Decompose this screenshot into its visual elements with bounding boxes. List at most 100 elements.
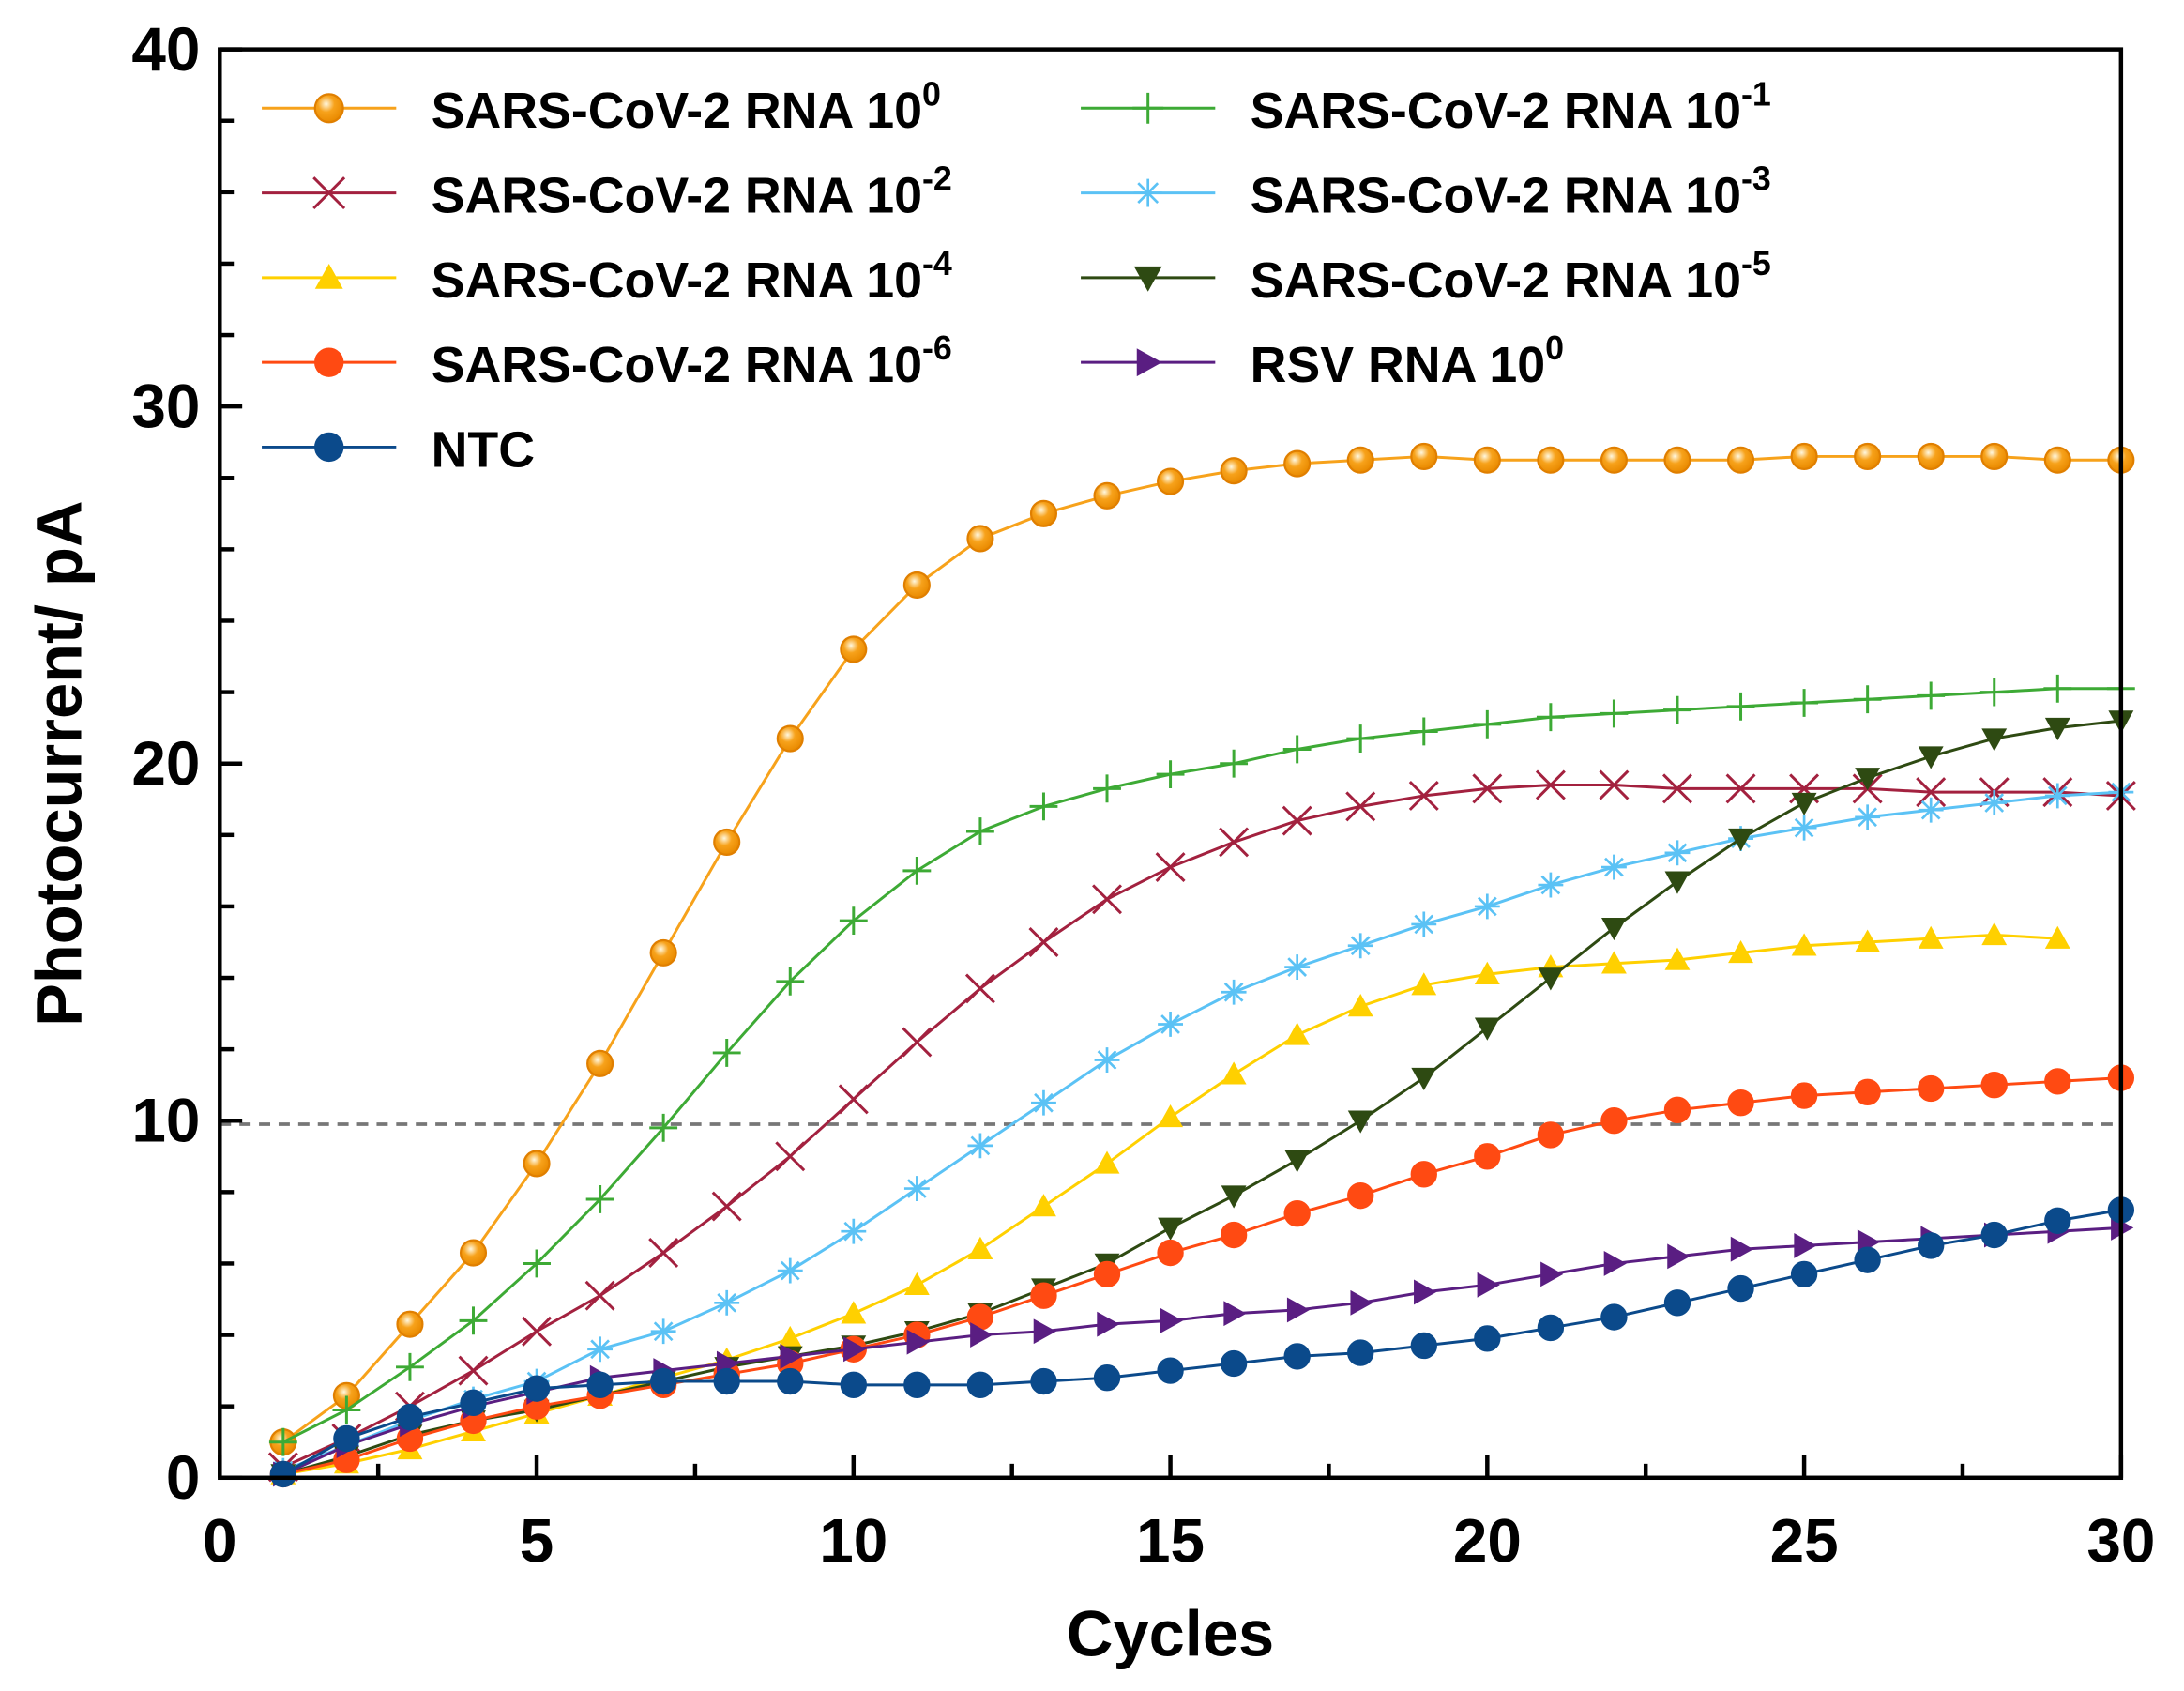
triangle-right-marker bbox=[1223, 1301, 1247, 1327]
circle-marker bbox=[459, 1239, 488, 1267]
asterisk-marker bbox=[1094, 1047, 1120, 1073]
x-marker bbox=[1408, 780, 1439, 811]
plus-marker bbox=[1473, 709, 1502, 739]
asterisk-marker bbox=[1981, 790, 2008, 815]
plus-marker bbox=[1220, 749, 1249, 778]
circle-marker bbox=[1410, 1161, 1437, 1188]
triangle-up-marker bbox=[1031, 1194, 1056, 1217]
circle-marker bbox=[586, 1371, 614, 1399]
x-tick-label: 10 bbox=[819, 1506, 887, 1575]
circle-marker bbox=[1283, 1200, 1311, 1227]
legend-label: SARS-CoV-2 RNA 10-6 bbox=[432, 329, 952, 393]
asterisk-marker bbox=[1347, 933, 1373, 959]
legend-label-base: SARS-CoV-2 RNA 10 bbox=[432, 83, 922, 139]
circle-marker bbox=[1220, 1349, 1248, 1378]
plus-marker bbox=[1282, 735, 1312, 764]
x-marker bbox=[711, 1191, 742, 1222]
triangle-up-marker bbox=[1094, 1150, 1120, 1174]
circle-marker bbox=[1093, 1364, 1121, 1392]
circle-marker bbox=[1030, 1367, 1057, 1395]
circle-marker bbox=[840, 635, 868, 663]
triangle-up-marker bbox=[1791, 933, 1817, 956]
circle-marker bbox=[1157, 467, 1185, 495]
legend-label-exponent: -6 bbox=[922, 329, 952, 367]
triangle-down-marker bbox=[1474, 1017, 1500, 1041]
triangle-up-marker bbox=[1664, 947, 1691, 970]
legend-label-exponent: -2 bbox=[922, 160, 952, 198]
circle-marker bbox=[1347, 1181, 1374, 1210]
circle-marker bbox=[1537, 1121, 1565, 1149]
circle-marker bbox=[314, 432, 344, 463]
asterisk-marker bbox=[587, 1336, 614, 1363]
x-marker bbox=[775, 1141, 806, 1172]
asterisk-marker bbox=[1158, 1012, 1183, 1037]
legend-item: SARS-CoV-2 RNA 10-4 bbox=[262, 245, 952, 309]
asterisk-marker bbox=[1221, 979, 1247, 1005]
x-marker bbox=[1092, 884, 1122, 915]
asterisk-marker bbox=[1474, 893, 1500, 920]
circle-marker bbox=[1727, 1274, 1754, 1303]
legend-label-exponent: -3 bbox=[1741, 160, 1771, 198]
x-axis-title: Cycles bbox=[1067, 1597, 1274, 1669]
triangle-right-marker bbox=[1350, 1289, 1373, 1316]
circle-marker bbox=[1537, 1314, 1565, 1342]
circle-marker bbox=[1663, 1289, 1691, 1317]
series-line bbox=[282, 719, 2122, 1476]
circle-marker bbox=[586, 1049, 614, 1077]
circle-marker bbox=[1346, 446, 1374, 474]
asterisk-marker bbox=[1855, 804, 1881, 830]
circle-marker bbox=[1474, 1143, 1501, 1170]
y-tick-label: 10 bbox=[131, 1087, 200, 1155]
legend-label-base: SARS-CoV-2 RNA 10 bbox=[432, 167, 922, 223]
legend-label-exponent: 0 bbox=[1545, 329, 1564, 367]
triangle-up-marker bbox=[1474, 961, 1500, 984]
circle-marker bbox=[776, 724, 804, 753]
legend-item: SARS-CoV-2 RNA 10-1 bbox=[1081, 75, 1771, 139]
legend-label: SARS-CoV-2 RNA 10-2 bbox=[432, 160, 952, 224]
legend-label-exponent: -4 bbox=[922, 245, 952, 282]
circle-marker bbox=[523, 1150, 551, 1178]
circle-marker bbox=[1474, 1325, 1501, 1352]
x-marker bbox=[1662, 773, 1692, 804]
circle-marker bbox=[1283, 1343, 1311, 1370]
legend-label: SARS-CoV-2 RNA 10-4 bbox=[432, 245, 952, 309]
plot-area bbox=[220, 442, 2136, 1488]
x-marker bbox=[1599, 769, 1630, 800]
circle-marker bbox=[713, 828, 741, 856]
x-marker bbox=[584, 1280, 615, 1311]
circle-marker bbox=[1030, 1282, 1057, 1309]
x-marker bbox=[1345, 791, 1376, 822]
series-line bbox=[282, 784, 2121, 1469]
circle-marker bbox=[1727, 1089, 1754, 1117]
circle-marker bbox=[1537, 446, 1565, 474]
legend-item: RSV RNA 100 bbox=[1081, 329, 1564, 393]
legend-label: SARS-CoV-2 RNA 10-1 bbox=[1251, 75, 1771, 139]
x-marker bbox=[312, 176, 346, 210]
series-line bbox=[281, 454, 2121, 1443]
legend-label-base: SARS-CoV-2 RNA 10 bbox=[1251, 83, 1741, 139]
asterisk-marker bbox=[903, 1176, 930, 1201]
triangle-up-marker bbox=[314, 263, 343, 289]
plus-marker bbox=[965, 817, 994, 846]
circle-marker bbox=[523, 1375, 551, 1402]
asterisk-marker bbox=[777, 1257, 803, 1284]
legend-item: SARS-CoV-2 RNA 10-5 bbox=[1081, 245, 1771, 309]
triangle-down-marker bbox=[1791, 792, 1817, 815]
legend-label-base: SARS-CoV-2 RNA 10 bbox=[1251, 167, 1741, 223]
plus-marker bbox=[1156, 760, 1185, 789]
circle-marker bbox=[649, 1367, 677, 1395]
x-marker bbox=[1219, 827, 1250, 858]
circle-marker bbox=[1157, 1357, 1184, 1384]
legend-label: SARS-CoV-2 RNA 10-5 bbox=[1251, 245, 1771, 309]
triangle-up-marker bbox=[1918, 925, 1944, 949]
circle-marker bbox=[1790, 1082, 1818, 1109]
circle-marker bbox=[649, 938, 677, 967]
plus-marker bbox=[1790, 689, 1819, 717]
triangle-down-marker bbox=[1158, 1217, 1183, 1241]
y-tick-label: 40 bbox=[131, 15, 200, 84]
circle-marker bbox=[1918, 1232, 1945, 1259]
triangle-down-marker bbox=[1411, 1067, 1437, 1091]
series-4 bbox=[270, 922, 2070, 1485]
triangle-up-marker bbox=[1981, 922, 2008, 946]
plus-marker bbox=[902, 856, 932, 885]
